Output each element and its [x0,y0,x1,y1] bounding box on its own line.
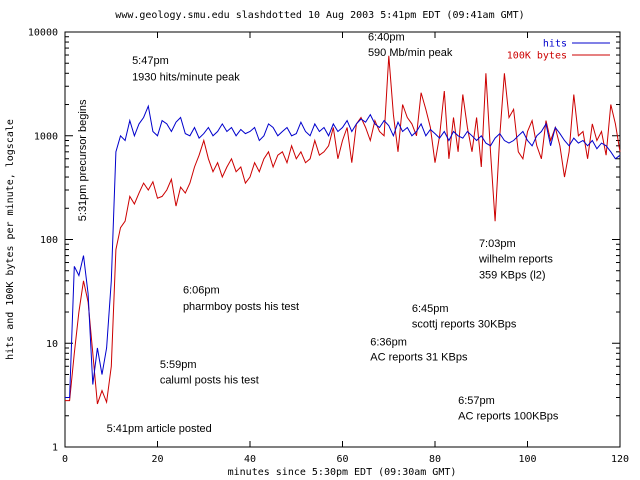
series-layer [65,55,621,405]
annotation: 6:06pm [183,285,220,297]
legend-label: 100K bytes [507,51,567,62]
annotation: 6:45pm [412,303,449,315]
annotation: 6:36pm [370,337,407,349]
x-tick-label: 40 [244,454,256,465]
y-tick-label: 10 [46,339,58,350]
x-tick-label: 0 [62,454,68,465]
annotations: 5:41pm article posted 5:59pm caluml posts … [77,31,559,434]
series-line-hits [65,104,621,398]
annotation: 6:57pm [458,395,495,407]
annotation: 1930 hits/minute peak [132,72,240,84]
legend-label: hits [543,39,567,50]
y-tick-label: 10000 [28,28,58,39]
annotation: scottj reports 30KBps [412,318,517,330]
annotation: 359 KBps (l2) [479,270,546,282]
annotation: 6:40pm [368,31,405,43]
plot-area [64,31,621,448]
y-tick-label: 1 [52,443,58,454]
x-axis-label: minutes since 5:30pm EDT (09:30am GMT) [228,467,457,478]
series-line-100k-bytes [65,55,621,405]
x-tick-label: 120 [611,454,629,465]
x-tick-label: 20 [151,454,163,465]
annotation: 590 Mb/min peak [368,47,453,59]
chart-title: www.geology.smu.edu slashdotted 10 Aug 2… [115,10,524,21]
annotation: 5:47pm [132,55,169,67]
x-tick-label: 80 [429,454,441,465]
y-tick-label: 1000 [34,131,58,142]
x-tick-label: 100 [518,454,536,465]
x-tick-label: 60 [336,454,348,465]
annotation: 5:59pm [160,359,197,371]
annotation: 5:31pm precursor begins [77,99,89,221]
annotation: 7:03pm [479,238,516,250]
annotation: caluml posts his test [160,374,259,386]
y-axis-label: hits and 100K bytes per minute, logscale [5,119,16,360]
y-tick-label: 100 [40,235,58,246]
annotation: 5:41pm article posted [107,423,212,435]
annotation: wilhelm reports [478,254,553,266]
annotation: pharmboy posts his test [183,301,299,313]
annotation: AC reports 100KBps [458,410,559,422]
annotation: AC reports 31 KBps [370,352,468,364]
